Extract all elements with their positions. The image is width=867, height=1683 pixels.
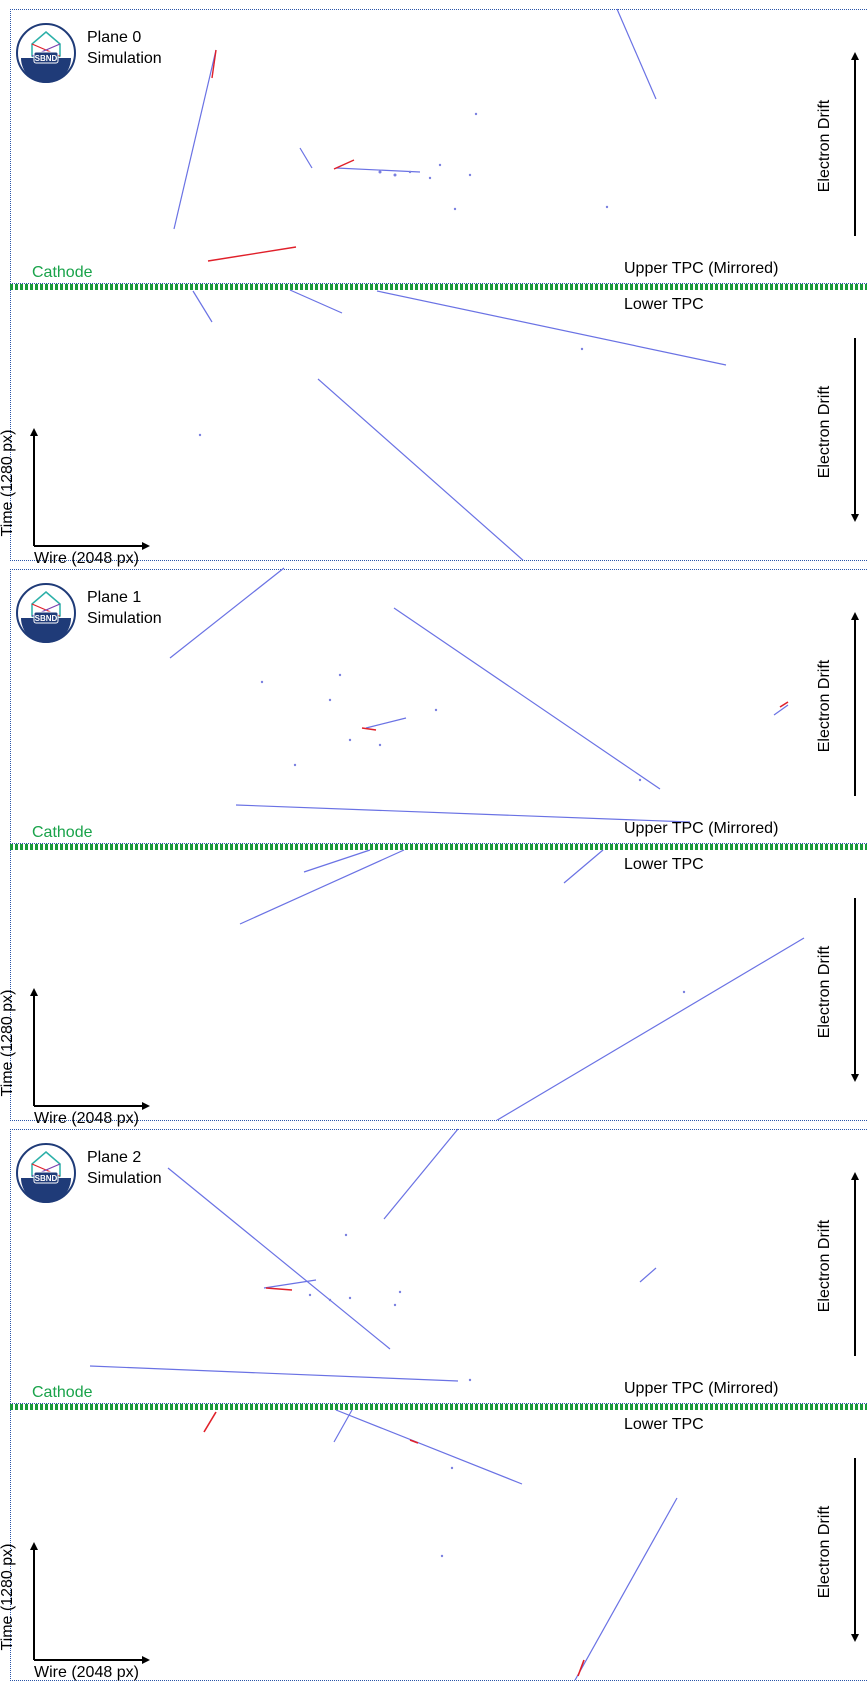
track <box>169 567 285 659</box>
plane-title: Plane 2 <box>87 1149 142 1166</box>
track <box>563 849 604 884</box>
cathode-label: Cathode <box>32 264 93 281</box>
track <box>317 378 524 560</box>
plane-subtitle: Simulation <box>87 610 162 627</box>
plane-2-panel: SBND Plane 2 Simulation Cathode Upper TP… <box>0 1120 867 1682</box>
track <box>303 849 371 873</box>
track <box>383 1128 459 1220</box>
track <box>192 290 213 323</box>
plane-title: Plane 0 <box>87 29 142 46</box>
shower <box>203 1411 217 1433</box>
axes-indicator: Time (1280 px) Wire (2048 px) <box>0 428 150 568</box>
svg-text:SBND: SBND <box>35 1174 58 1183</box>
track <box>167 1167 391 1350</box>
track <box>299 147 313 169</box>
electron-drift-indicator-lower: Electron Drift <box>816 338 867 528</box>
event-display-tracks <box>169 567 805 1120</box>
track <box>639 1267 657 1283</box>
shower <box>333 159 355 170</box>
time-axis-label: Time (1280 px) <box>0 989 16 1097</box>
cathode-label: Cathode <box>32 824 93 841</box>
cathode-label: Cathode <box>32 1384 93 1401</box>
plane-0-panel: SBND Plane 0 Simulation Cathode Upper TP… <box>0 0 867 567</box>
shower <box>211 49 217 79</box>
track <box>289 289 343 314</box>
wire-axis-label: Wire (2048 px) <box>34 550 139 567</box>
event-display-tracks <box>173 8 727 560</box>
track <box>496 937 805 1120</box>
lower-tpc-label: Lower TPC <box>624 1416 704 1433</box>
sbnd-logo: SBND <box>16 23 76 83</box>
wire-axis-label: Wire (2048 px) <box>34 1664 139 1681</box>
track <box>616 8 657 100</box>
drift-arrow-icon <box>851 338 859 522</box>
electron-drift-label: Electron Drift <box>816 1219 833 1313</box>
lower-tpc-label: Lower TPC <box>624 296 704 313</box>
sbnd-logo: SBND <box>16 583 76 643</box>
drift-arrow-icon <box>851 52 859 236</box>
upper-tpc-frame <box>10 9 867 284</box>
electron-drift-indicator-lower: Electron Drift <box>816 898 867 1088</box>
plane-title: Plane 1 <box>87 589 142 606</box>
svg-text:SBND: SBND <box>35 614 58 623</box>
upper-tpc-frame <box>10 1129 867 1404</box>
axes-indicator: Time (1280 px) Wire (2048 px) <box>0 1542 150 1682</box>
cathode-line <box>10 284 867 290</box>
upper-tpc-label: Upper TPC (Mirrored) <box>624 820 779 837</box>
lower-tpc-label: Lower TPC <box>624 856 704 873</box>
electron-drift-label: Electron Drift <box>816 659 833 753</box>
shower <box>265 1287 293 1291</box>
upper-tpc-frame <box>10 569 867 844</box>
axes-arrows-icon <box>30 1542 150 1664</box>
electron-drift-label: Electron Drift <box>816 99 833 193</box>
track <box>393 607 661 790</box>
shower <box>207 246 297 262</box>
track <box>376 290 727 366</box>
track <box>263 1279 317 1289</box>
shower <box>577 1659 585 1677</box>
electron-drift-indicator-upper: Electron Drift <box>816 1172 867 1362</box>
electron-drift-indicator-lower: Electron Drift <box>816 1458 867 1648</box>
electron-drift-label: Electron Drift <box>816 385 833 479</box>
wire-axis-label: Wire (2048 px) <box>34 1110 139 1127</box>
time-axis-label: Time (1280 px) <box>0 1543 16 1651</box>
plane-subtitle: Simulation <box>87 50 162 67</box>
track <box>239 849 405 925</box>
plane-1-panel: SBND Plane 1 Simulation Cathode Upper TP… <box>0 560 867 1127</box>
axes-arrows-icon <box>30 428 150 550</box>
cathode-line <box>10 844 867 850</box>
track <box>333 1409 353 1443</box>
shower <box>361 727 377 731</box>
axes-arrows-icon <box>30 988 150 1110</box>
time-axis-label: Time (1280 px) <box>0 429 16 537</box>
track <box>335 1409 523 1485</box>
drift-arrow-icon <box>851 1458 859 1642</box>
upper-tpc-label: Upper TPC (Mirrored) <box>624 1380 779 1397</box>
shower <box>409 1439 419 1444</box>
electron-drift-indicator-upper: Electron Drift <box>816 612 867 802</box>
track <box>773 704 789 716</box>
track <box>574 1497 678 1680</box>
track <box>335 167 421 173</box>
track <box>173 49 217 230</box>
drift-arrow-icon <box>851 898 859 1082</box>
cathode-line <box>10 1404 867 1410</box>
event-display-tracks <box>89 1128 678 1680</box>
electron-drift-indicator-upper: Electron Drift <box>816 52 867 242</box>
track <box>89 1365 459 1382</box>
upper-tpc-label: Upper TPC (Mirrored) <box>624 260 779 277</box>
drift-arrow-icon <box>851 1172 859 1356</box>
electron-drift-label: Electron Drift <box>816 1505 833 1599</box>
sbnd-logo: SBND <box>16 1143 76 1203</box>
electron-drift-label: Electron Drift <box>816 945 833 1039</box>
track <box>235 804 691 823</box>
svg-text:SBND: SBND <box>35 54 58 63</box>
shower <box>779 701 789 708</box>
plane-subtitle: Simulation <box>87 1170 162 1187</box>
axes-indicator: Time (1280 px) Wire (2048 px) <box>0 988 150 1128</box>
track <box>365 717 407 729</box>
drift-arrow-icon <box>851 612 859 796</box>
